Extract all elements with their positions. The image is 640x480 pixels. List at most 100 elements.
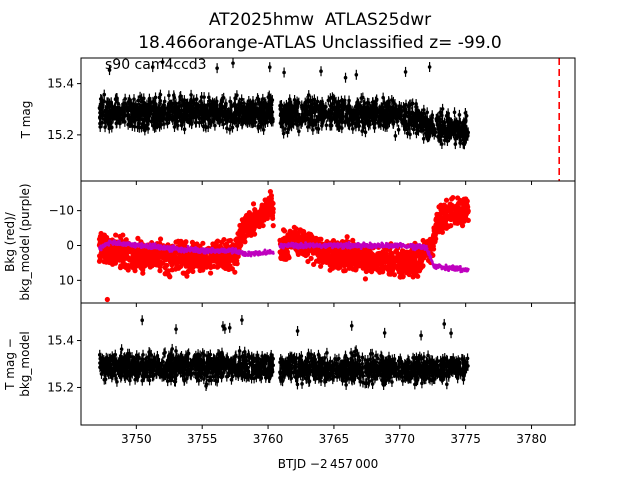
data-point bbox=[143, 115, 147, 120]
plot-area bbox=[96, 188, 471, 303]
data-point bbox=[316, 127, 321, 131]
data-point bbox=[180, 115, 185, 120]
data-point bbox=[179, 103, 184, 108]
data-point bbox=[348, 112, 353, 116]
data-point bbox=[283, 117, 288, 121]
data-point bbox=[199, 99, 203, 103]
data-point bbox=[319, 104, 324, 109]
data-point bbox=[171, 93, 176, 98]
data-point bbox=[439, 125, 443, 129]
outlier-point bbox=[267, 65, 272, 69]
bkg-point bbox=[147, 254, 154, 260]
data-point bbox=[207, 102, 212, 107]
data-point bbox=[435, 116, 440, 120]
data-point bbox=[123, 120, 127, 124]
data-point bbox=[205, 113, 209, 118]
data-point bbox=[149, 119, 154, 124]
data-point bbox=[409, 102, 413, 107]
data-point bbox=[381, 95, 385, 100]
y-axis-label: T mag bbox=[19, 101, 33, 140]
data-point bbox=[239, 119, 243, 123]
data-point bbox=[418, 122, 423, 127]
bkg-point bbox=[164, 268, 170, 274]
data-point bbox=[230, 118, 235, 122]
data-point bbox=[387, 100, 391, 105]
data-point bbox=[399, 111, 403, 116]
data-point bbox=[363, 113, 368, 117]
data-point bbox=[393, 102, 397, 106]
data-point bbox=[138, 109, 142, 113]
data-point bbox=[207, 113, 212, 118]
data-point bbox=[457, 113, 462, 117]
data-point bbox=[102, 92, 107, 97]
data-point bbox=[283, 106, 287, 111]
data-point bbox=[157, 95, 162, 100]
data-point bbox=[218, 102, 223, 107]
data-point bbox=[109, 104, 114, 109]
bkg-point bbox=[270, 206, 276, 212]
data-point bbox=[197, 120, 202, 125]
data-point bbox=[436, 134, 440, 139]
data-point bbox=[208, 121, 213, 126]
outlier-point bbox=[215, 66, 219, 70]
data-point bbox=[147, 113, 152, 118]
data-point bbox=[203, 124, 208, 128]
bkg-point bbox=[192, 257, 198, 263]
data-point bbox=[160, 106, 164, 111]
data-point bbox=[307, 109, 311, 114]
bkg-point bbox=[153, 249, 159, 255]
data-point bbox=[115, 121, 119, 125]
bkg-point bbox=[159, 254, 165, 260]
data-point bbox=[200, 114, 205, 119]
outlier-point bbox=[319, 69, 323, 74]
data-point bbox=[281, 131, 286, 136]
bkg-point bbox=[270, 200, 276, 207]
data-point bbox=[306, 125, 310, 129]
data-point bbox=[261, 108, 265, 113]
bkg-point bbox=[157, 268, 163, 274]
data-point bbox=[237, 112, 242, 116]
outlier-point bbox=[160, 60, 165, 64]
data-point bbox=[440, 107, 445, 111]
bkg-point bbox=[270, 223, 276, 229]
outlier-point bbox=[231, 61, 235, 65]
bkg-point bbox=[226, 238, 232, 244]
data-point bbox=[215, 111, 220, 116]
bkg-point bbox=[214, 264, 220, 270]
data-point bbox=[251, 108, 255, 113]
data-point bbox=[399, 117, 404, 122]
data-point bbox=[165, 111, 170, 116]
data-point bbox=[365, 107, 370, 112]
data-point bbox=[430, 113, 435, 118]
data-point bbox=[414, 104, 418, 109]
data-point bbox=[207, 95, 211, 100]
bkg-point bbox=[201, 257, 207, 263]
data-point bbox=[365, 100, 370, 105]
bkg-point bbox=[251, 231, 258, 237]
data-point bbox=[125, 113, 129, 117]
data-point bbox=[188, 114, 192, 118]
bkg-point bbox=[250, 201, 257, 207]
data-point bbox=[103, 125, 107, 129]
bkg-point bbox=[266, 203, 272, 209]
data-point bbox=[374, 102, 378, 106]
data-point bbox=[291, 110, 295, 114]
bkg-point bbox=[123, 245, 129, 251]
bkg-point bbox=[245, 214, 252, 220]
data-point bbox=[287, 127, 291, 131]
bkg-point bbox=[267, 188, 274, 195]
bkg-point bbox=[256, 216, 262, 222]
data-point bbox=[140, 99, 144, 104]
outlier-point bbox=[282, 70, 286, 75]
data-point bbox=[411, 127, 416, 132]
data-point bbox=[440, 113, 444, 118]
data-point bbox=[144, 108, 149, 113]
data-point bbox=[133, 104, 138, 109]
bkg-point bbox=[151, 259, 158, 265]
data-point bbox=[354, 111, 358, 116]
data-point bbox=[360, 109, 364, 113]
data-point bbox=[265, 120, 270, 124]
bkg-point bbox=[263, 215, 269, 221]
data-point bbox=[421, 128, 426, 133]
data-point bbox=[194, 97, 199, 101]
